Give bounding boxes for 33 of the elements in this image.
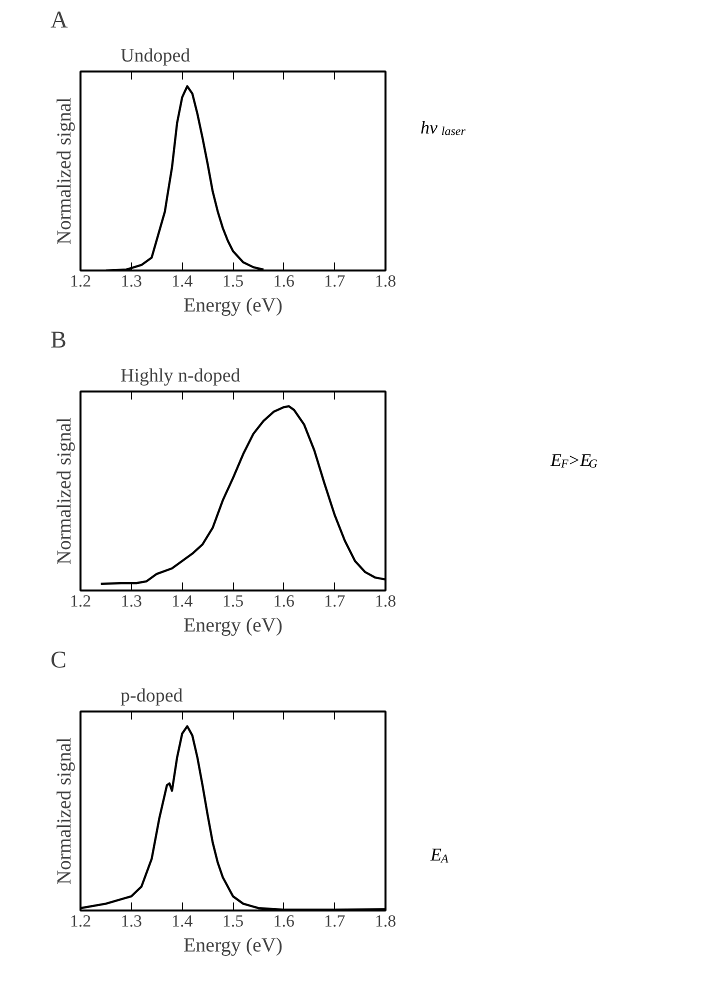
x-tick-label: 1.4 (172, 912, 194, 930)
x-tick-label: 1.8 (374, 592, 396, 610)
y-axis-title: Normalized signal (54, 416, 76, 565)
x-axis-title: Energy (eV) (183, 934, 283, 956)
x-tick-label: 1.4 (172, 592, 194, 610)
y-axis-title: Normalized signal (54, 96, 76, 245)
x-tick-label: 1.3 (120, 912, 142, 930)
x-tick-label: 1.2 (70, 592, 92, 610)
x-tick-label: 1.8 (374, 272, 396, 290)
x-tick-label: 1.7 (324, 912, 346, 930)
chart-title: C (50, 648, 67, 674)
chart-subtitle: Highly n-doped (120, 366, 241, 386)
x-axis-title: Energy (eV) (183, 294, 283, 316)
x-tick-label: 1.7 (324, 592, 346, 610)
x-tick-label: 1.3 (120, 272, 142, 290)
chart-subtitle: p-doped (120, 686, 184, 706)
x-tick-label: 1.6 (273, 912, 294, 930)
x-tick-label: 1.5 (222, 272, 244, 290)
x-tick-label: 1.3 (120, 592, 142, 610)
x-tick-label: 1.5 (222, 912, 244, 930)
chart-title: B (50, 328, 67, 354)
x-axis-title: Energy (eV) (183, 614, 283, 636)
x-tick-label: 1.7 (324, 272, 346, 290)
x-tick-label: 1.8 (374, 912, 396, 930)
x-tick-label: 1.2 (70, 272, 92, 290)
x-tick-label: 1.2 (70, 912, 92, 930)
x-tick-label: 1.6 (273, 592, 294, 610)
x-tick-label: 1.6 (273, 272, 294, 290)
x-tick-label: 1.5 (222, 592, 244, 610)
x-tick-label: 1.4 (172, 272, 194, 290)
y-axis-title: Normalized signal (54, 736, 76, 885)
chart-title: A (50, 8, 68, 34)
chart-subtitle: Undoped (120, 46, 191, 66)
